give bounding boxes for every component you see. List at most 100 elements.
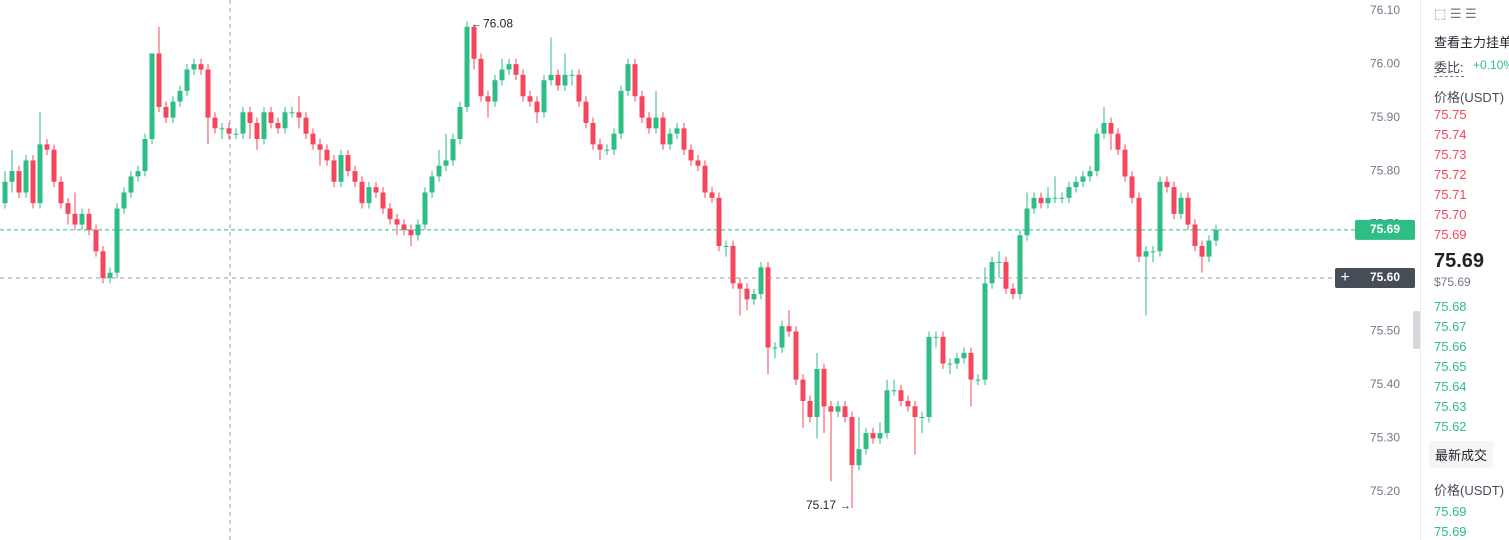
candle-body [765, 267, 771, 348]
candle-body [779, 326, 785, 348]
candle-body [317, 144, 323, 150]
price-row: 75.62 [1434, 419, 1467, 434]
candle-body [737, 283, 743, 289]
last-price-tag [1355, 219, 1415, 240]
candle-body [58, 181, 64, 204]
candle-body [1059, 197, 1065, 199]
candle-body [1171, 187, 1177, 214]
candle-body [828, 406, 834, 412]
min-arrow: → [840, 500, 851, 512]
candle-body [149, 53, 155, 140]
candle-body [1122, 149, 1128, 177]
candle-body [408, 229, 414, 236]
price-row: 75.65 [1434, 359, 1467, 374]
candle-body [639, 96, 645, 118]
candle-body [485, 96, 491, 102]
candle-body [114, 208, 120, 273]
candle-body [345, 155, 351, 172]
candle-body [1199, 245, 1205, 257]
candle-body [793, 331, 799, 380]
last-usd: $75.69 [1434, 275, 1471, 289]
candle-body [954, 358, 960, 364]
candle-body [436, 165, 442, 177]
candle-body [401, 224, 407, 230]
candle-body [254, 122, 260, 140]
crosshair-plus: + [1340, 269, 1349, 286]
toolbar-icons[interactable]: ⬚ ☰ ☰ [1434, 6, 1477, 21]
candle-body [849, 417, 855, 466]
candle-body [478, 58, 484, 97]
candle-body [1017, 235, 1023, 295]
candle-body [30, 160, 36, 204]
candle-body [933, 336, 939, 338]
candle-body [1003, 261, 1009, 289]
trades-button[interactable]: 最新成交 [1429, 441, 1494, 468]
candle-body [926, 336, 932, 418]
candle-body [1101, 122, 1107, 134]
candle-body [240, 112, 246, 134]
candle-body [422, 192, 428, 225]
ratio-value: +0.10% [1473, 58, 1509, 72]
price-row: 75.75 [1434, 107, 1467, 122]
candle-body [429, 176, 435, 193]
candle-body [1157, 181, 1163, 252]
candle-body [1052, 197, 1058, 199]
candle-body [142, 139, 148, 172]
y-tick-label: 75.80 [1370, 163, 1400, 177]
candle-body [1178, 197, 1184, 214]
candle-body [555, 74, 561, 86]
candle-body [359, 181, 365, 204]
candle-body [387, 208, 393, 220]
candle-body [163, 106, 169, 118]
candle-body [44, 144, 50, 150]
y-tick-label: 75.20 [1370, 484, 1400, 498]
candle-body [905, 400, 911, 407]
y-tick-label: 75.90 [1370, 110, 1400, 124]
price-row: 75.66 [1434, 339, 1467, 354]
candle-body [1185, 197, 1191, 225]
candle-body [86, 213, 92, 230]
price-row: 75.68 [1434, 299, 1467, 314]
candle-body [177, 90, 183, 102]
y-tick-label: 75.40 [1370, 377, 1400, 391]
candle-body [303, 117, 309, 134]
y-tick-label: 75.50 [1370, 324, 1400, 338]
price-row: 75.73 [1434, 147, 1467, 162]
candle-body [506, 64, 512, 70]
price-row: 75.69 [1434, 524, 1467, 539]
candle-body [597, 144, 603, 150]
min-label: 75.17 [806, 498, 836, 512]
candle-body [135, 171, 141, 177]
candle-body [681, 128, 687, 150]
candle-body [1164, 181, 1170, 188]
candle-body [653, 117, 659, 129]
scroll-handle[interactable] [1413, 311, 1420, 349]
candle-body [723, 245, 729, 247]
candle-body [492, 80, 498, 102]
candle-body [1136, 197, 1142, 257]
candle-body [772, 347, 778, 349]
candle-body [758, 267, 764, 295]
order-book-title[interactable]: 查看主力挂单 [1434, 35, 1509, 50]
trades-header: 价格(USDT) [1434, 483, 1505, 498]
candle-body [667, 133, 673, 145]
candle-body [9, 171, 15, 182]
candle-body [527, 96, 533, 102]
candle-body [814, 368, 820, 418]
ratio-label: 委比: [1434, 57, 1464, 77]
candle-body [842, 406, 848, 418]
candle-body [1031, 197, 1037, 209]
candle-body [261, 112, 267, 140]
last-price-label: 75.69 [1370, 222, 1400, 236]
candle-body [590, 122, 596, 145]
price-row: 75.70 [1434, 207, 1467, 222]
max-label: 76.08 [483, 17, 513, 31]
candle-body [373, 187, 379, 193]
candle-body [877, 433, 883, 439]
y-tick-label: 76.00 [1370, 56, 1400, 70]
candle-body [121, 192, 127, 209]
candle-body [1115, 133, 1121, 150]
candle-body [611, 133, 617, 150]
candle-body [1192, 224, 1198, 246]
candle-body [604, 149, 610, 151]
